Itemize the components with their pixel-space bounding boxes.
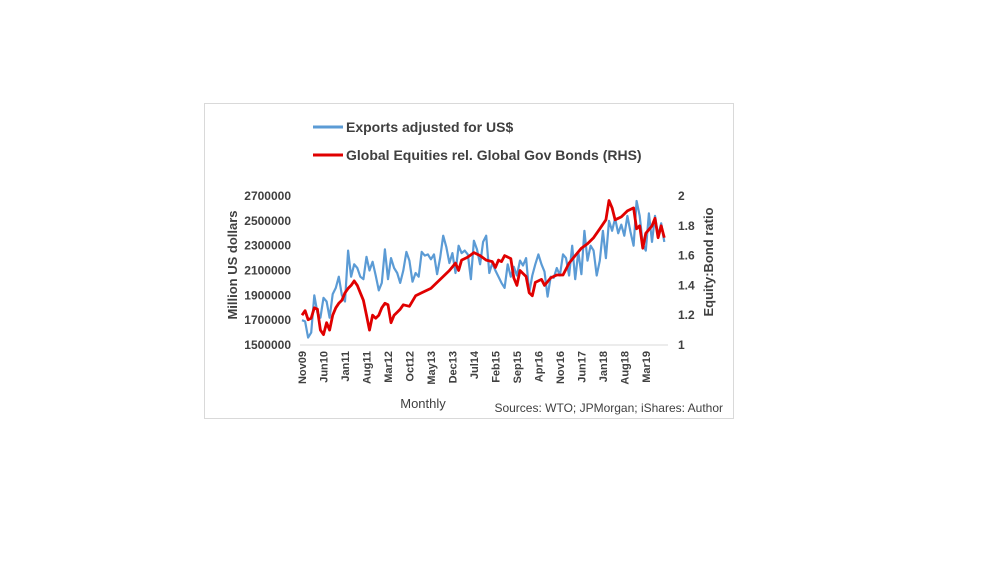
- legend-label-exports: Exports adjusted for US$: [346, 119, 513, 135]
- y-tick-label: 2700000: [244, 189, 291, 203]
- y-tick-label: 1900000: [244, 288, 291, 302]
- y-axis-label: Million US dollars: [225, 210, 240, 319]
- y-tick-label: 1700000: [244, 313, 291, 327]
- y2-axis-label: Equity:Bond ratio: [701, 207, 716, 316]
- x-tick-label: Mar12: [383, 351, 395, 383]
- x-tick-label: Mar19: [641, 351, 653, 383]
- y2-tick-label: 1.8: [678, 219, 695, 233]
- y2-tick-label: 1: [678, 338, 685, 352]
- series-line-exports: [301, 199, 666, 339]
- y2-tick-label: 1.2: [678, 308, 695, 322]
- x-tick-label: Jul14: [469, 350, 481, 379]
- x-tick-label: Aug11: [361, 351, 373, 384]
- y-tick-label: 2500000: [244, 214, 291, 228]
- legend-label-equity: Global Equities rel. Global Gov Bonds (R…: [346, 147, 642, 163]
- x-tick-label: Jun17: [576, 351, 588, 383]
- x-tick-label: Sep15: [512, 351, 524, 383]
- y-tick-label: 2100000: [244, 264, 291, 278]
- y2-tick-label: 1.4: [678, 278, 695, 292]
- x-tick-label: Nov09: [297, 351, 309, 384]
- x-tick-label: Nov16: [555, 351, 567, 384]
- y-tick-label: 1500000: [244, 338, 291, 352]
- legend: Exports adjusted for US$ Global Equities…: [313, 119, 642, 163]
- x-tick-label: Feb15: [490, 351, 502, 383]
- x-axis-label: Monthly: [400, 396, 446, 411]
- x-tick-label: Apr16: [533, 351, 545, 382]
- x-tick-label: Oct12: [404, 351, 416, 382]
- y-tick-label: 2300000: [244, 239, 291, 253]
- y2-tick-label: 2: [678, 189, 685, 203]
- chart-frame: [204, 103, 734, 419]
- x-tick-label: May13: [426, 351, 438, 385]
- source-note: Sources: WTO; JPMorgan; iShares: Author: [494, 401, 723, 415]
- x-tick-label: Aug18: [619, 351, 631, 385]
- series-line-equity-bond-ratio: [300, 199, 666, 337]
- x-tick-label: Jan11: [340, 351, 352, 382]
- y2-tick-label: 1.6: [678, 249, 695, 263]
- x-tick-label: Jan18: [598, 351, 610, 382]
- x-tick-label: Jun10: [318, 351, 330, 383]
- x-tick-label: Dec13: [447, 351, 459, 383]
